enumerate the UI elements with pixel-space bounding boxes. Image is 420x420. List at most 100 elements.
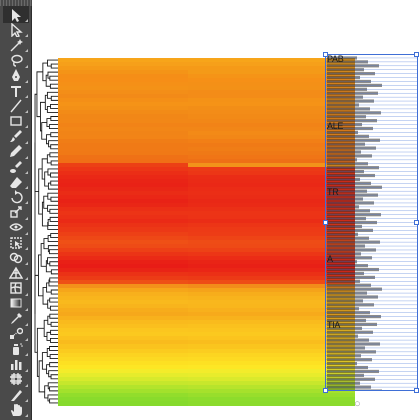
heatmap-cell bbox=[58, 110, 188, 116]
gradient-tool-icon[interactable] bbox=[3, 295, 29, 312]
heatmap-cell bbox=[188, 251, 355, 257]
heatmap-cell bbox=[188, 138, 355, 144]
heatmap-cell bbox=[58, 396, 188, 402]
lasso-tool-icon[interactable] bbox=[3, 52, 29, 69]
blob-brush-tool-icon[interactable] bbox=[3, 158, 29, 175]
dendrogram-branch bbox=[46, 134, 51, 145]
heatmap-cell bbox=[58, 372, 188, 378]
resize-handle-top-left[interactable] bbox=[323, 52, 328, 57]
heatmap-cell bbox=[58, 235, 188, 241]
artboard-canvas[interactable]: PAB ALE TR A TIA ○ bbox=[32, 0, 420, 420]
heatmap-cell bbox=[188, 211, 355, 216]
column-graph-tool-icon[interactable] bbox=[3, 356, 29, 373]
type-tool-icon[interactable] bbox=[3, 82, 29, 99]
heatmap-cell bbox=[188, 348, 355, 354]
heatmap-cell bbox=[188, 231, 355, 237]
dendrogram-branch bbox=[41, 352, 48, 370]
heatmap-cell bbox=[188, 356, 355, 362]
gene-label-group[interactable]: PAB ALE TR A TIA bbox=[323, 52, 420, 394]
heatmap-cell bbox=[188, 158, 355, 164]
gene-label: TIA bbox=[327, 320, 341, 331]
eyedropper-tool-icon[interactable] bbox=[3, 310, 29, 327]
dendrogram-branch bbox=[46, 154, 52, 164]
dendrogram-branch bbox=[41, 201, 48, 227]
heatmap-cell bbox=[188, 215, 355, 220]
dendrogram-branch bbox=[47, 59, 59, 67]
heatmap-cell bbox=[188, 239, 355, 245]
heatmap-cell bbox=[188, 199, 355, 204]
resize-handle-middle-right[interactable] bbox=[414, 220, 419, 225]
heatmap-cell bbox=[58, 344, 188, 350]
heatmap-cell bbox=[58, 102, 188, 107]
paintbrush-tool-icon[interactable] bbox=[3, 128, 29, 145]
heatmap-cell bbox=[58, 90, 188, 95]
dendrogram-branch bbox=[44, 171, 49, 187]
mesh-tool-icon[interactable] bbox=[3, 280, 29, 297]
heatmap-cell bbox=[188, 255, 355, 261]
dendrogram-branch bbox=[47, 71, 59, 79]
heatmap-cell bbox=[58, 251, 188, 257]
heatmap-cell bbox=[188, 118, 355, 124]
shape-builder-tool-icon[interactable] bbox=[3, 249, 29, 266]
direct-selection-tool-icon[interactable] bbox=[3, 21, 29, 38]
dendrogram-branch bbox=[36, 71, 43, 118]
line-segment-tool-icon[interactable] bbox=[3, 97, 29, 114]
resize-handle-bottom-left[interactable] bbox=[323, 388, 328, 393]
dendrogram-branch bbox=[47, 315, 52, 325]
heatmap-cell bbox=[58, 348, 188, 354]
resize-handle-top-right[interactable] bbox=[414, 52, 419, 57]
hand-tool-icon[interactable] bbox=[3, 401, 29, 418]
eraser-tool-icon[interactable] bbox=[3, 173, 29, 190]
symbol-sprayer-tool-icon[interactable] bbox=[3, 340, 29, 357]
heatmap-cell bbox=[188, 259, 355, 265]
heatmap-cell bbox=[188, 340, 355, 346]
heatmap-cell bbox=[58, 247, 188, 253]
dendrogram-branch bbox=[46, 118, 51, 128]
heatmap-cell bbox=[58, 58, 188, 63]
resize-handle-bottom-right[interactable] bbox=[414, 388, 419, 393]
rotate-tool-icon[interactable] bbox=[3, 188, 29, 205]
dendrogram-branch bbox=[48, 124, 59, 130]
heatmap-cell bbox=[188, 352, 355, 358]
artboard-tool-icon[interactable] bbox=[3, 371, 29, 388]
heatmap-cell bbox=[58, 324, 188, 329]
heatmap[interactable] bbox=[58, 58, 355, 406]
dendrogram-branch bbox=[40, 243, 47, 267]
heatmap-cell bbox=[58, 336, 188, 342]
selection-bounding-box[interactable] bbox=[325, 54, 418, 391]
heatmap-cell bbox=[58, 376, 188, 382]
heatmap-cell bbox=[188, 191, 355, 196]
panel-grip[interactable] bbox=[0, 0, 32, 6]
magic-wand-tool-icon[interactable] bbox=[3, 36, 29, 53]
heatmap-cell bbox=[58, 368, 188, 374]
heatmap-cell bbox=[58, 118, 188, 124]
heatmap-cell bbox=[188, 150, 355, 156]
resize-handle-middle-left[interactable] bbox=[323, 220, 328, 225]
slice-tool-icon[interactable] bbox=[3, 386, 29, 403]
heatmap-cell bbox=[58, 316, 188, 321]
selection-tool-icon[interactable] bbox=[3, 6, 29, 23]
heatmap-cell bbox=[188, 114, 355, 120]
heatmap-cell bbox=[58, 227, 188, 233]
heatmap-cell bbox=[188, 376, 355, 382]
heatmap-cell bbox=[58, 70, 188, 75]
rectangle-tool-icon[interactable] bbox=[3, 112, 29, 129]
pen-tool-icon[interactable] bbox=[3, 67, 29, 84]
heatmap-cell bbox=[188, 332, 355, 337]
heatmap-cell bbox=[58, 175, 188, 180]
heatmap-cell bbox=[188, 179, 355, 184]
heatmap-cell bbox=[58, 356, 188, 362]
pencil-tool-icon[interactable] bbox=[3, 143, 29, 160]
blend-tool-icon[interactable] bbox=[3, 325, 29, 342]
heatmap-cell bbox=[188, 78, 355, 83]
dendrogram-branch bbox=[47, 382, 59, 390]
scale-tool-icon[interactable] bbox=[3, 204, 29, 221]
heatmap-cell bbox=[188, 292, 355, 297]
free-transform-tool-icon[interactable] bbox=[3, 234, 29, 251]
tools-panel bbox=[0, 0, 32, 420]
heatmap-cell bbox=[58, 154, 188, 160]
heatmap-cell bbox=[188, 324, 355, 329]
heatmap-cell bbox=[188, 287, 355, 293]
perspective-grid-tool-icon[interactable] bbox=[3, 264, 29, 281]
width-tool-icon[interactable] bbox=[3, 219, 29, 236]
